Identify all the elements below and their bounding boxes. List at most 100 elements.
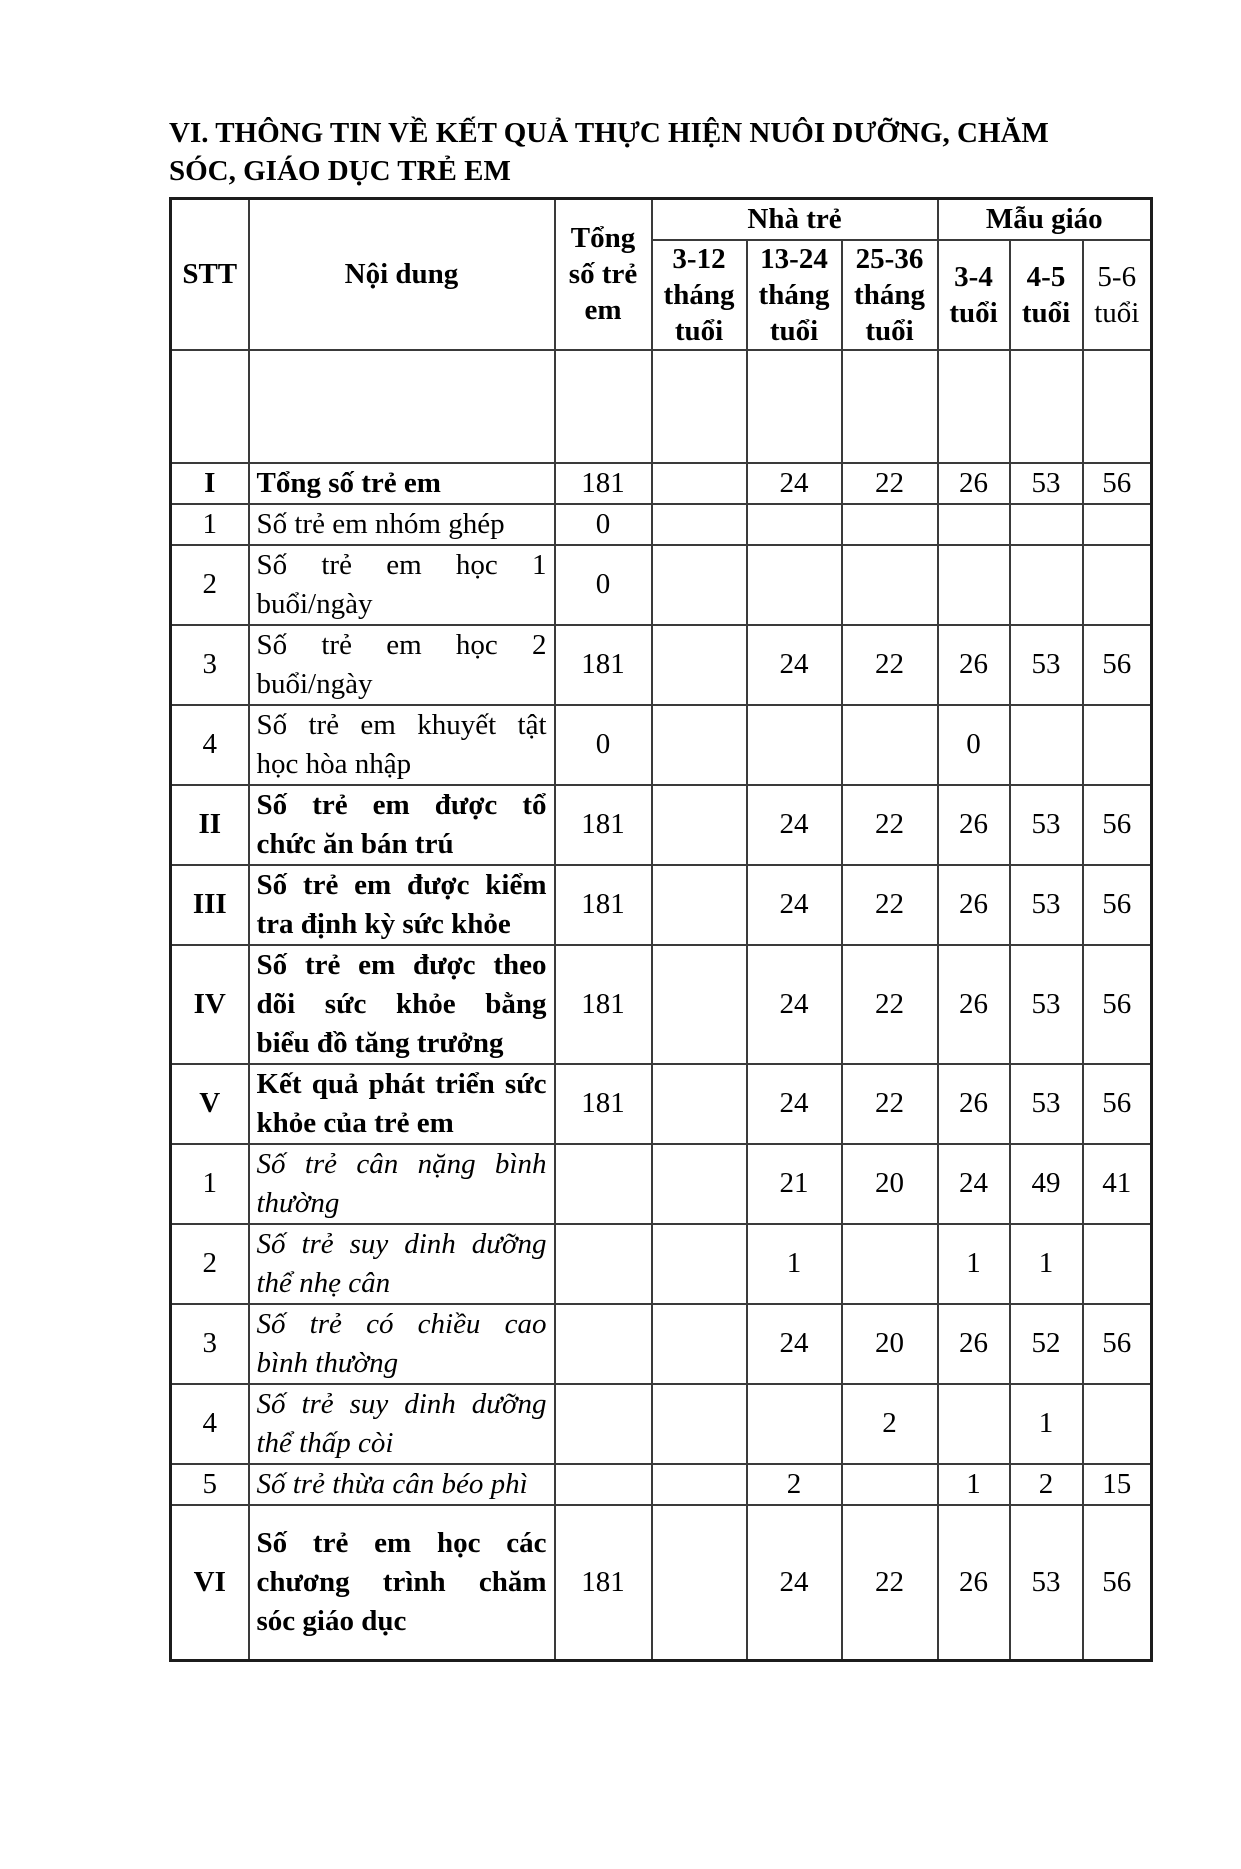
value-cell: 22 — [840, 461, 939, 505]
value-cell: 26 — [936, 1302, 1011, 1385]
value-cell: 1 — [936, 1462, 1011, 1506]
section-title-line1: VI. THÔNG TIN VỀ KẾT QUẢ THỰC HIỆN NUÔI … — [169, 117, 1049, 149]
value-cell — [1008, 543, 1084, 626]
header-age-col: 4-5 tuổi — [1008, 238, 1084, 351]
header-group-nha-tre: Nhà trẻ — [650, 197, 939, 241]
content-line: tra định kỳ sức khỏe — [256, 907, 511, 940]
value-cell — [840, 1222, 939, 1305]
value-cell: 1 — [936, 1222, 1011, 1305]
value-cell — [1081, 1222, 1153, 1305]
value-cell — [650, 1062, 748, 1145]
value-cell — [840, 703, 939, 786]
stt-cell: 3 — [169, 623, 250, 706]
header-age-col: 25-36 tháng tuổi — [840, 238, 939, 351]
value-cell — [650, 703, 748, 786]
value-cell: 0 — [553, 502, 653, 546]
value-cell: 22 — [840, 863, 939, 946]
value-cell — [553, 1222, 653, 1305]
empty-row — [169, 348, 1153, 464]
value-cell: 24 — [745, 1302, 843, 1385]
value-cell: 56 — [1081, 943, 1153, 1065]
stt-cell: 2 — [169, 543, 250, 626]
header-row-ages: 3-12 tháng tuổi 13-24 tháng tuổi 25-36 thá… — [171, 238, 1153, 351]
value-cell — [936, 1382, 1011, 1465]
section-title-line2: SÓC, GIÁO DỤC TRẺ EM — [169, 155, 511, 187]
value-cell — [650, 1222, 748, 1305]
value-cell: 26 — [936, 863, 1011, 946]
value-cell: 26 — [936, 1503, 1011, 1662]
value-cell — [650, 461, 748, 505]
value-cell — [1081, 502, 1153, 546]
value-cell: 0 — [553, 703, 653, 786]
content-line: Số trẻ có chiều cao — [256, 1307, 547, 1340]
value-cell: 20 — [840, 1142, 939, 1225]
content-line: khỏe của trẻ em — [256, 1106, 454, 1139]
content-line: Số trẻ em khuyết tật — [256, 708, 547, 741]
table-row: 2 Số trẻ suy dinh dưỡng thể nhẹ cân 1 1 1 — [169, 1222, 1153, 1305]
value-cell: 181 — [553, 623, 653, 706]
value-cell: 41 — [1081, 1142, 1153, 1225]
document-page: VI. THÔNG TIN VỀ KẾT QUẢ THỰC HIỆN NUÔI … — [169, 114, 1154, 1662]
value-cell: 53 — [1008, 943, 1084, 1065]
value-cell — [745, 348, 843, 464]
content-line: chức ăn bán trú — [256, 827, 454, 860]
value-cell: 181 — [553, 943, 653, 1065]
content-line: sóc giáo dục — [256, 1604, 407, 1637]
content-cell: Số trẻ em học các chương trình chăm sóc gi… — [247, 1503, 556, 1662]
value-cell: 49 — [1008, 1142, 1084, 1225]
value-cell: 1 — [1008, 1382, 1084, 1465]
table-row: VI Số trẻ em học các chương trình chăm sóc … — [169, 1503, 1153, 1662]
stt-cell: 2 — [169, 1222, 250, 1305]
value-cell — [553, 1142, 653, 1225]
value-cell: 24 — [936, 1142, 1011, 1225]
value-cell: 56 — [1081, 783, 1153, 866]
content-line: Số trẻ em nhóm ghép — [256, 507, 505, 540]
value-cell — [553, 1302, 653, 1385]
value-cell: 22 — [840, 943, 939, 1065]
value-cell: 2 — [1008, 1462, 1084, 1506]
value-cell: 181 — [553, 783, 653, 866]
value-cell: 53 — [1008, 461, 1084, 505]
value-cell: 0 — [936, 703, 1011, 786]
value-cell — [650, 1462, 748, 1506]
stt-cell: I — [169, 461, 250, 505]
content-cell: Số trẻ suy dinh dưỡng thể thấp còi — [247, 1382, 556, 1465]
stt-cell: III — [169, 863, 250, 946]
value-cell: 181 — [553, 863, 653, 946]
value-cell — [840, 502, 939, 546]
content-cell: Số trẻ em được tổ chức ăn bán trú — [247, 783, 556, 866]
value-cell — [553, 1382, 653, 1465]
content-line: Số trẻ em được theo — [256, 948, 547, 981]
content-line: thể thấp còi — [256, 1426, 394, 1459]
content-cell: Số trẻ thừa cân béo phì — [247, 1462, 556, 1506]
value-cell: 56 — [1081, 1062, 1153, 1145]
content-line: Số trẻ suy dinh dưỡng — [256, 1387, 547, 1420]
value-cell: 15 — [1081, 1462, 1153, 1506]
value-cell: 26 — [936, 461, 1011, 505]
value-cell: 1 — [745, 1222, 843, 1305]
header-age-col: 5-6 tuổi — [1081, 238, 1153, 351]
content-cell: Số trẻ em nhóm ghép — [247, 502, 556, 546]
content-cell: Số trẻ em khuyết tật học hòa nhập — [247, 703, 556, 786]
value-cell: 2 — [745, 1462, 843, 1506]
table-row: V Kết quả phát triển sức khỏe của trẻ em 18… — [169, 1062, 1153, 1145]
value-cell — [1008, 348, 1084, 464]
value-cell — [1081, 543, 1153, 626]
table-row: 3 Số trẻ em học 2 buổi/ngày 181 24 22 26 53 56 — [169, 623, 1153, 706]
value-cell: 24 — [745, 1062, 843, 1145]
value-cell — [936, 543, 1011, 626]
value-cell — [650, 348, 748, 464]
value-cell: 24 — [745, 863, 843, 946]
table-row: I Tổng số trẻ em 181 24 22 26 53 56 — [169, 461, 1153, 505]
value-cell — [553, 1462, 653, 1506]
value-cell: 1 — [1008, 1222, 1084, 1305]
value-cell — [650, 1382, 748, 1465]
content-cell: Số trẻ có chiều cao bình thường — [247, 1302, 556, 1385]
value-cell: 22 — [840, 1062, 939, 1145]
value-cell — [1008, 502, 1084, 546]
content-cell: Số trẻ em được theo dõi sức khỏe bằng biểu… — [247, 943, 556, 1065]
content-cell — [247, 348, 556, 464]
value-cell: 26 — [936, 783, 1011, 866]
header-age-col: 13-24 tháng tuổi — [745, 238, 843, 351]
table-row: 4 Số trẻ em khuyết tật học hòa nhập 0 0 — [169, 703, 1153, 786]
